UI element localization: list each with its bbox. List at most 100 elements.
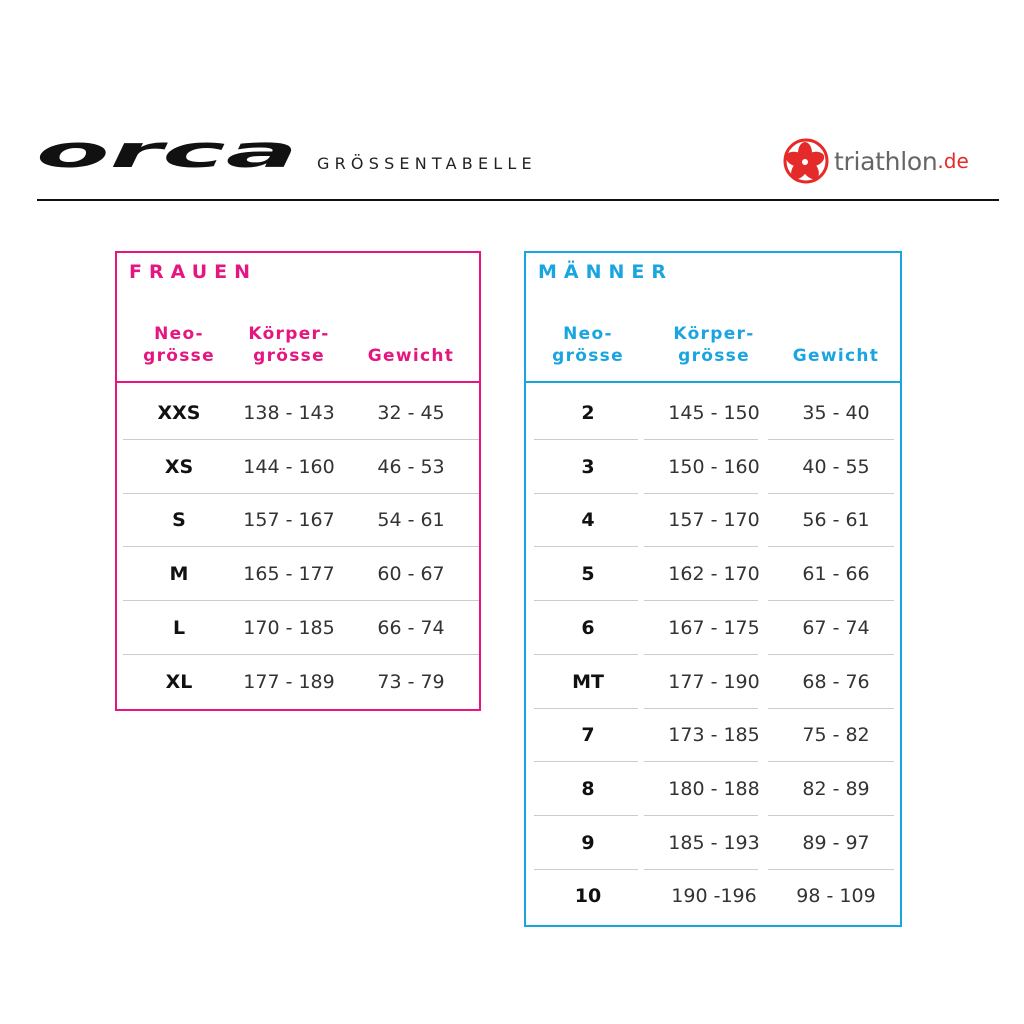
column-header-line: grösse (552, 346, 624, 366)
column-header: Gewicht (368, 323, 454, 367)
row-divider (768, 492, 894, 494)
header-divider (37, 199, 999, 201)
row-divider (644, 653, 758, 655)
column-header-line: Körper- (673, 324, 755, 344)
size-cell: 4 (581, 509, 595, 532)
column-header: Körper-grösse (673, 323, 754, 367)
weight-cell: 68 - 76 (802, 670, 870, 693)
row-divider (768, 653, 894, 655)
size-cell: S (172, 509, 186, 532)
size-cell: XXS (157, 402, 201, 424)
orca-logo: orca (34, 126, 304, 182)
row-divider (534, 707, 638, 709)
weight-cell: 66 - 74 (377, 616, 445, 639)
row-divider (534, 653, 638, 655)
maenner-table: MÄNNER Neo-grösse Körper-grösse Gewicht 2 145… (524, 251, 902, 927)
height-cell: 180 - 188 (668, 777, 760, 800)
size-cell: 8 (581, 777, 595, 800)
height-cell: 157 - 167 (243, 509, 335, 532)
column-header-line: grösse (253, 346, 325, 366)
table-row: S 157 - 167 54 - 61 (117, 493, 479, 548)
hibiscus-icon (783, 138, 829, 184)
table-row: L 170 - 185 66 - 74 (117, 601, 479, 655)
table-row: MT 177 - 190 68 - 76 (526, 655, 900, 709)
row-divider (123, 439, 479, 440)
row-divider (768, 868, 894, 870)
height-cell: 173 - 185 (668, 724, 760, 747)
row-divider (768, 546, 894, 548)
row-divider (123, 546, 479, 548)
row-divider (534, 814, 638, 816)
weight-cell: 46 - 53 (377, 455, 445, 478)
row-divider (123, 600, 479, 602)
row-divider (644, 439, 758, 440)
row-divider (644, 761, 758, 763)
column-header-line (793, 323, 879, 345)
table-row: 3 150 - 160 40 - 55 (526, 440, 900, 494)
row-divider (644, 868, 758, 870)
height-cell: 144 - 160 (243, 455, 335, 478)
table-row: 6 167 - 175 67 - 74 (526, 601, 900, 655)
size-cell: L (172, 616, 186, 639)
height-cell: 185 - 193 (668, 831, 760, 854)
weight-cell: 40 - 55 (802, 455, 870, 478)
frauen-table: FRAUEN Neo-grösse Körper-grösse Gewicht XXS 1… (115, 251, 481, 711)
height-cell: 177 - 189 (243, 670, 335, 693)
column-header-line: grösse (678, 346, 750, 366)
row-divider (768, 439, 894, 440)
row-divider (534, 868, 638, 870)
table-row: M 165 - 177 60 - 67 (117, 547, 479, 602)
row-divider (534, 761, 638, 763)
weight-cell: 67 - 74 (802, 616, 870, 639)
weight-cell: 61 - 66 (802, 563, 870, 586)
size-cell: 10 (574, 885, 602, 908)
table-row: 2 145 - 150 35 - 40 (526, 386, 900, 440)
row-divider (768, 814, 894, 816)
height-cell: 145 - 150 (668, 402, 760, 424)
header-divider (117, 381, 479, 383)
height-cell: 167 - 175 (668, 616, 760, 639)
row-divider (768, 707, 894, 709)
row-divider (123, 653, 479, 655)
row-divider (644, 492, 758, 494)
column-header-line (368, 323, 454, 345)
weight-cell: 73 - 79 (377, 670, 445, 693)
column-header-line: Körper- (248, 324, 330, 344)
size-cell: 5 (581, 563, 595, 586)
table-row: XXS 138 - 143 32 - 45 (117, 386, 479, 440)
height-cell: 157 - 170 (668, 509, 760, 532)
weight-cell: 32 - 45 (377, 402, 445, 424)
triathlon-logo: triathlon .de (782, 137, 969, 185)
height-cell: 170 - 185 (243, 616, 335, 639)
weight-cell: 60 - 67 (377, 563, 445, 586)
row-divider (768, 600, 894, 602)
weight-cell: 98 - 109 (796, 885, 876, 908)
height-cell: 150 - 160 (668, 455, 760, 478)
column-header-line: Neo- (154, 324, 204, 344)
height-cell: 138 - 143 (243, 402, 335, 424)
table-row: 10 190 -196 98 - 109 (526, 869, 900, 923)
size-cell: XS (164, 455, 194, 478)
column-header: Neo-grösse (552, 323, 624, 367)
size-cell: 3 (581, 455, 595, 478)
row-divider (534, 492, 638, 494)
row-divider (644, 546, 758, 548)
weight-cell: 56 - 61 (802, 509, 870, 532)
height-cell: 177 - 190 (668, 670, 760, 693)
column-header: Gewicht (793, 323, 879, 367)
height-cell: 162 - 170 (668, 563, 760, 586)
row-divider (534, 600, 638, 602)
table-row: 7 173 - 185 75 - 82 (526, 708, 900, 763)
partner-name: triathlon (834, 146, 938, 176)
row-divider (123, 492, 479, 494)
size-cell: MT (572, 670, 604, 693)
table-row: 9 185 - 193 89 - 97 (526, 816, 900, 870)
column-header-line: Gewicht (792, 346, 880, 366)
table-title: FRAUEN (129, 261, 258, 283)
row-divider (644, 600, 758, 602)
height-cell: 190 -196 (671, 885, 757, 908)
table-row: XL 177 - 189 73 - 79 (117, 655, 479, 709)
size-cell: XL (165, 670, 193, 693)
column-header-line: grösse (143, 346, 215, 366)
row-divider (644, 707, 758, 709)
